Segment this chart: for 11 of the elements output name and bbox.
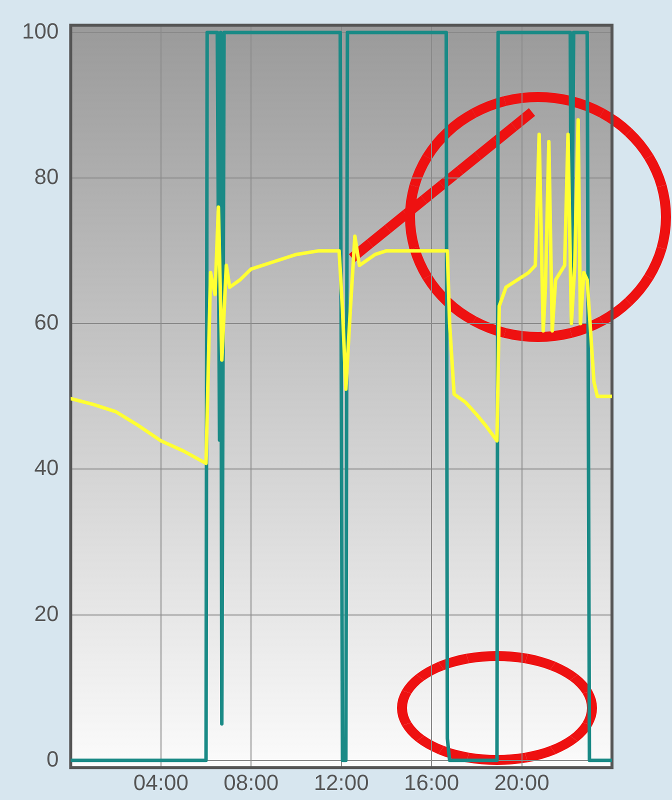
x-tick-label: 08:00 <box>224 770 279 795</box>
x-tick-label: 20:00 <box>494 770 550 795</box>
y-tick-label: 0 <box>46 746 59 772</box>
x-tick-label: 16:00 <box>404 770 460 795</box>
x-tick-label: 04:00 <box>133 770 188 795</box>
y-tick-label: 40 <box>34 455 59 480</box>
y-tick-label: 80 <box>34 164 59 190</box>
x-tick-label: 12:00 <box>314 770 369 795</box>
y-tick-label: 60 <box>34 310 59 335</box>
y-tick-label: 100 <box>22 18 59 44</box>
y-tick-label: 20 <box>34 600 59 626</box>
